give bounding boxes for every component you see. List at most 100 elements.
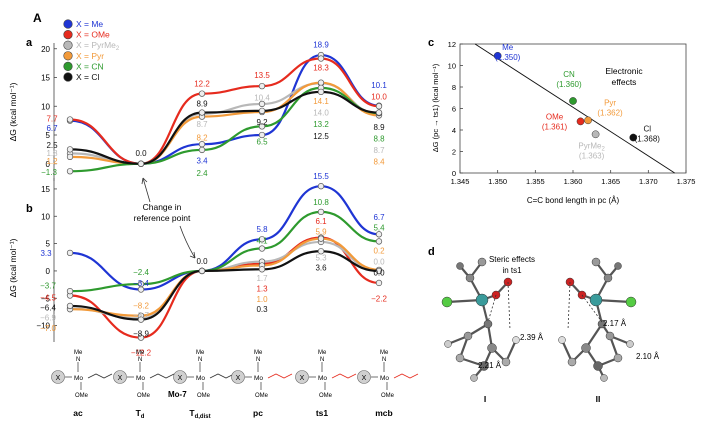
annotation-line-1: Change in: [143, 202, 182, 212]
data-label: 1.2: [46, 157, 58, 166]
alkene-fragment: [87, 373, 113, 379]
mol-atom: [477, 257, 487, 267]
y-tick-label: 6: [452, 105, 456, 114]
scatter-point-ome: [576, 117, 585, 126]
species-label: Td,dist: [189, 408, 210, 420]
data-label: −1.3: [41, 168, 57, 177]
data-label: 6.1: [315, 217, 327, 226]
data-point-me: [258, 236, 266, 243]
x-ligand-sphere: [51, 370, 65, 384]
data-label: 6.5: [256, 137, 268, 146]
x-ligand-label: X: [362, 375, 367, 382]
scatter-label: OMe: [546, 112, 564, 121]
x-ligand-sphere: [231, 370, 245, 384]
mol-atom: [455, 353, 465, 363]
data-point-pyr: [66, 153, 74, 161]
data-label: −12.2: [131, 348, 152, 357]
legend-label: X = OMe: [76, 30, 110, 40]
data-label: −2.2: [371, 294, 387, 303]
x-ligand-label: X: [236, 375, 241, 382]
data-label: −8.9: [133, 329, 149, 338]
mol-atom: [501, 357, 511, 367]
series-line-pyrme2: [69, 82, 380, 165]
mo-atom-label: Mo: [254, 375, 263, 382]
mol-atom: [479, 361, 489, 371]
y-tick-label: 15: [41, 185, 50, 194]
series-line-cl: [69, 250, 380, 321]
data-point-me: [258, 131, 266, 139]
mol-atom: [470, 374, 478, 382]
panel-a-ylabel: ΔG (kcal mol⁻¹): [8, 82, 18, 141]
data-label: 4.1: [256, 236, 268, 245]
data-label: −6.9: [40, 313, 56, 322]
data-label: 0.0: [196, 257, 208, 266]
series-line-pyr: [69, 237, 380, 317]
legend-label: X = Cl: [76, 72, 99, 82]
panel-label-a: a: [26, 37, 33, 49]
mo-atom-label: Mo: [318, 375, 327, 382]
x-tick-label: 1.375: [677, 177, 696, 186]
data-label: 0.3: [256, 305, 268, 314]
panel-d-title-2: in ts1: [502, 266, 522, 275]
structure-I: [441, 257, 520, 382]
structure-ac: X Mo NMe OMe ac: [51, 350, 113, 418]
series-line-ome: [69, 57, 380, 165]
mol-atom: [589, 293, 603, 307]
annotation-arrowhead-down: [189, 251, 196, 259]
y-tick-label: 4: [452, 126, 456, 135]
x-tick-label: 1.370: [639, 177, 658, 186]
data-point-pyr: [317, 79, 325, 86]
data-point-cn: [137, 280, 145, 288]
distance-dash: [581, 294, 603, 323]
data-label: 5.4: [373, 224, 385, 233]
data-label: 7.7: [46, 114, 58, 123]
panel-label-d: d: [428, 246, 435, 258]
data-label: 10.0: [371, 92, 387, 101]
structure-ts1: X Mo NMe OMe ts1: [295, 350, 357, 418]
x-ligand-label: X: [56, 375, 61, 382]
data-point-ome: [198, 90, 206, 97]
scatter-value-label: (1.350): [495, 53, 521, 62]
species-label: ac: [73, 408, 83, 418]
mo7-label: Mo-7: [168, 390, 187, 399]
legend-marker: [63, 19, 73, 29]
mol-atom: [444, 340, 452, 348]
distance-I-1: 2.39 Å: [520, 333, 544, 342]
data-point-cn: [258, 123, 266, 130]
data-label: 0.0: [373, 258, 385, 267]
panel-c-xlabel: C=C bond length in pc (Å): [527, 196, 620, 205]
data-label: 8.9: [196, 99, 208, 108]
data-label: 13.5: [254, 71, 270, 80]
distance-II-1: 2.17 Å: [603, 319, 627, 328]
y-tick-label: 0: [46, 267, 51, 276]
data-label: 8.9: [373, 123, 385, 132]
y-tick-label: 0: [452, 169, 456, 178]
methoxy-label: OMe: [381, 393, 395, 399]
series-line-cn: [69, 86, 380, 173]
panel-a-data-labels: 7.76.7 2.51.81.2 −1.3 0.0 12.2 8.9 8.7 8.2 3.4 2.…: [41, 41, 387, 178]
series-line-pyrme2: [69, 240, 380, 320]
legend-label: X = Me: [76, 19, 103, 29]
data-point-cn: [375, 238, 383, 245]
data-label: 10.1: [371, 81, 387, 90]
data-label: 1.0: [256, 295, 268, 304]
data-label: −3.4: [133, 279, 149, 288]
data-label: 14.0: [313, 109, 329, 118]
panel-c-annotation-2: effects: [612, 77, 637, 87]
methoxy-label: OMe: [197, 393, 211, 399]
methoxy-label: OMe: [75, 393, 89, 399]
mol-atom: [487, 343, 497, 353]
data-label: −8.7: [133, 311, 149, 320]
series-line-me: [69, 185, 380, 291]
x-ligand-sphere: [357, 370, 371, 384]
methoxy-label: OMe: [319, 393, 333, 399]
y-tick-label: 5: [46, 131, 51, 140]
data-point-cl: [317, 248, 325, 255]
y-tick-label: 10: [448, 62, 456, 71]
mol-atom: [465, 273, 475, 283]
legend-label: X = Pyr: [76, 51, 104, 61]
distance-dash: [487, 294, 497, 323]
scatter-value-label: (1.360): [556, 80, 582, 89]
annotation-line-2: reference point: [134, 213, 191, 223]
